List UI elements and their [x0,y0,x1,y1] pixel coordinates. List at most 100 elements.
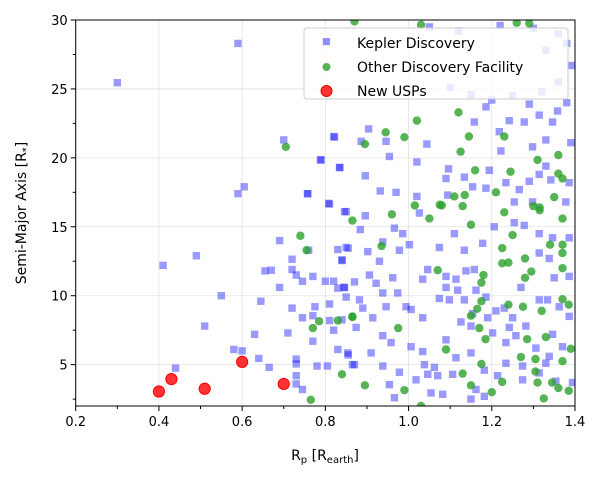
kepler-point [399,229,407,238]
kepler-point [444,165,453,173]
kepler-point [298,385,307,394]
other-facility-point [535,203,544,212]
kepler-point [275,236,284,245]
legend-label-usps: New USPs [357,84,427,100]
kepler-point [323,362,332,370]
kepler-point [435,243,444,252]
other-facility-point [527,267,536,276]
kepler-point [515,185,523,194]
kepler-point [317,156,325,164]
x-tick-label: 0.8 [315,415,336,430]
kepler-point [468,183,477,191]
kepler-point [325,200,334,208]
kepler-point [192,252,201,260]
kepler-point [467,395,475,403]
kepler-point [555,303,563,311]
kepler-point [448,370,457,378]
kepler-point [472,385,480,394]
kepler-point [553,107,562,115]
other-facility-point [416,401,426,406]
kepler-point [250,330,259,339]
other-facility-point [500,208,509,217]
other-facility-point [466,381,476,390]
kepler-point [565,272,573,281]
kepler-point [171,364,180,372]
kepler-point [452,275,460,283]
kepler-point [528,143,537,151]
kepler-point [480,366,488,374]
kepler-point [357,137,365,146]
other-facility-point [529,201,538,211]
other-facility-point [522,334,532,344]
kepler-point [419,347,427,356]
y-tick-label: 5 [59,359,67,374]
kepler-point [379,238,387,246]
kepler-point [379,331,387,340]
other-facility-point [475,323,484,333]
kepler-point [535,170,543,179]
kepler-point [344,351,352,359]
kepler-point [342,293,350,301]
kepler-point [309,312,317,320]
kepler-point [545,254,553,263]
legend-marker-other [322,63,331,71]
kepler-point [407,305,415,314]
kepler-point [567,61,575,70]
other-facility-point [481,334,490,344]
kepler-point [230,345,238,354]
kepler-point [385,152,394,161]
kepler-point [488,96,496,104]
new-usp-point [165,373,178,386]
kepler-point [361,212,369,220]
kepler-point [159,261,167,270]
kepler-point [292,380,300,388]
kepler-point [482,103,490,111]
kepler-point [361,172,369,180]
other-facility-point [558,294,567,304]
kepler-point [364,247,372,256]
kepler-point [390,394,399,402]
kepler-point [535,296,543,304]
other-facility-point [558,240,567,249]
kepler-point [453,286,462,294]
kepler-point [313,362,321,370]
other-facility-point [460,190,469,200]
kepler-point [502,359,510,367]
other-facility-point [491,188,501,197]
kepler-point [376,187,384,195]
other-facility-point [504,258,513,267]
other-facility-point [348,216,357,225]
kepler-point [496,21,504,30]
other-facility-point [454,108,463,117]
kepler-point [419,275,427,283]
other-facility-point [541,332,551,342]
other-facility-point [533,378,542,387]
other-facility-point [400,385,409,395]
kepler-point [470,118,479,126]
kepler-point [325,300,334,308]
kepler-point [470,265,479,274]
kepler-point [375,257,384,265]
kepler-point [389,274,397,282]
y-axis-label: Semi-Major Axis [R*] [14,142,32,285]
other-facility-point [333,316,343,325]
kepler-point [424,265,432,274]
other-facility-point [348,312,357,321]
kepler-point [324,199,333,208]
kepler-point [520,118,528,126]
kepler-point [338,256,346,265]
kepler-point [482,184,490,192]
kepler-point [292,360,300,368]
other-facility-point [458,369,467,378]
kepler-point [342,243,350,252]
other-facility-point [497,243,507,253]
kepler-point [419,314,427,322]
kepler-point [217,292,226,300]
kepler-point [329,277,338,285]
other-facility-point [433,266,442,275]
y-tick-label: 15 [51,221,68,236]
kepler-point [502,338,510,347]
kepler-point [292,271,300,279]
x-tick-label: 0.2 [65,415,86,430]
other-facility-point [564,386,573,396]
